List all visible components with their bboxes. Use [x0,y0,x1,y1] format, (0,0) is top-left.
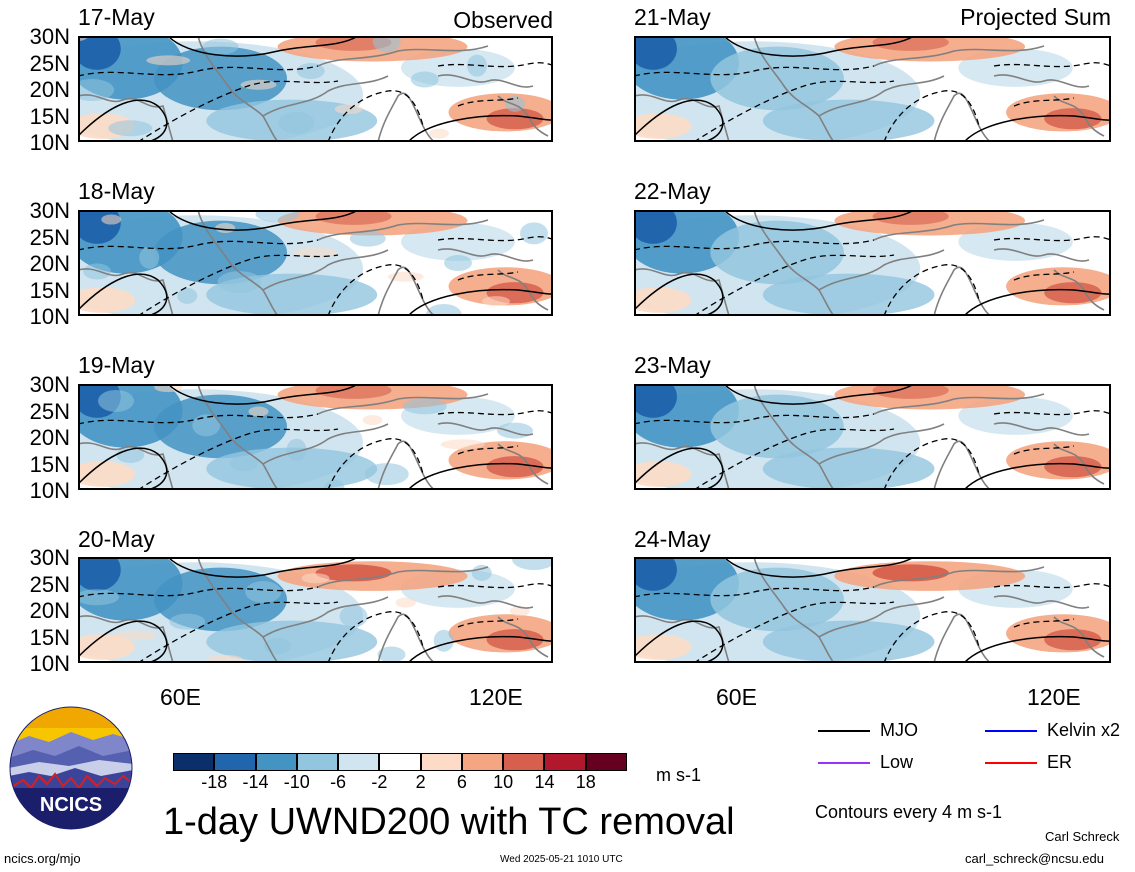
legend-line [818,762,870,764]
panel-date-label: 23-May [634,352,711,378]
legend-line [818,730,870,732]
footer-author: Carl Schreck [1045,829,1120,844]
lat-label: 10N [29,130,70,155]
lat-label: 25N [29,224,70,250]
panel-date-label: 17-May [78,4,155,30]
lon-label-120e-left: 120E [469,684,523,710]
colorbar-swatch [214,753,256,771]
lat-label: 15N [29,103,70,129]
lat-label: 25N [29,50,70,76]
colorbar-swatch [503,753,545,771]
colorbar-swatch [420,753,462,771]
lat-label: 15N [29,451,70,477]
map-panel-observed-1 [78,36,553,142]
contour-note: Contours every 4 m s-1 [815,802,1003,822]
logo-text: NCICS [40,794,102,816]
legend-label: ER [1047,752,1073,772]
colorbar-tick-label: -2 [371,772,388,792]
lat-label: 30N [29,545,70,570]
map-panel-observed-4 [78,557,553,663]
colorbar-swatch [173,753,215,771]
colorbar-tick-label: 10 [493,772,514,792]
legend-line [985,762,1037,764]
lat-label: 20N [29,598,70,623]
legend-line [985,730,1037,732]
footer-timestamp: Wed 2025-05-21 1010 UTC [500,854,623,865]
colorbar-tick-label: 18 [575,772,596,792]
map-panel-observed-3 [78,384,553,490]
lon-label-120e-right: 120E [1027,684,1081,710]
lat-label: 25N [29,571,70,597]
panel-date-label: 21-May [634,4,711,30]
colorbar [173,753,627,771]
legend-label: MJO [880,720,918,740]
lat-label: 20N [29,77,70,102]
legend-label: Kelvin x2 [1047,720,1121,740]
footer-website: ncics.org/mjo [4,851,81,866]
colorbar-swatch [379,753,421,771]
panel-date-label: 22-May [634,178,711,204]
footer-email: carl_schreck@ncsu.edu [965,851,1104,866]
colorbar-swatch [461,753,504,771]
lat-label: 10N [29,651,70,676]
colorbar-tick-label: -18 [201,772,228,792]
panel-date-label: 19-May [78,352,155,378]
colorbar-tick-label: 2 [415,772,426,792]
lat-label: 15N [29,277,70,303]
lat-label: 30N [29,372,70,397]
lat-label: 20N [29,425,70,450]
map-panel-projected-1 [634,36,1111,142]
colorbar-tick-label: -6 [330,772,347,792]
lat-label: 20N [29,251,70,276]
panel-date-label: 20-May [78,526,155,552]
map-panel-projected-2 [634,210,1111,316]
lat-label: 25N [29,398,70,424]
map-panel-projected-3 [634,384,1111,490]
lat-label: 30N [29,198,70,223]
colorbar-tick-label: 6 [456,772,467,792]
lat-label: 10N [29,478,70,503]
colorbar-tick-label: -10 [283,772,310,792]
colorbar-swatch [255,753,297,771]
lon-label-60e-left: 60E [160,684,201,710]
panel-date-label: 18-May [78,178,155,204]
map-panel-observed-2 [78,210,553,316]
lat-label: 30N [29,24,70,49]
column-title-observed: Observed [453,7,553,33]
lon-label-60e-right: 60E [716,684,757,710]
colorbar-swatch [296,753,339,771]
colorbar-units: m s-1 [656,765,701,785]
column-title-projected: Projected Sum [960,4,1111,30]
legend-label: Low [880,752,914,772]
main-title: 1-day UWND200 with TC removal [163,801,735,843]
map-panel-projected-4 [634,557,1111,663]
colorbar-swatch [585,753,627,771]
colorbar-swatch [338,753,380,771]
lat-label: 10N [29,304,70,329]
colorbar-tick-label: -14 [242,772,269,792]
lat-label: 15N [29,624,70,650]
ncics-logo: NCICS [9,706,133,830]
colorbar-swatch [544,753,586,771]
panel-date-label: 24-May [634,526,711,552]
colorbar-tick-label: 14 [534,772,555,792]
